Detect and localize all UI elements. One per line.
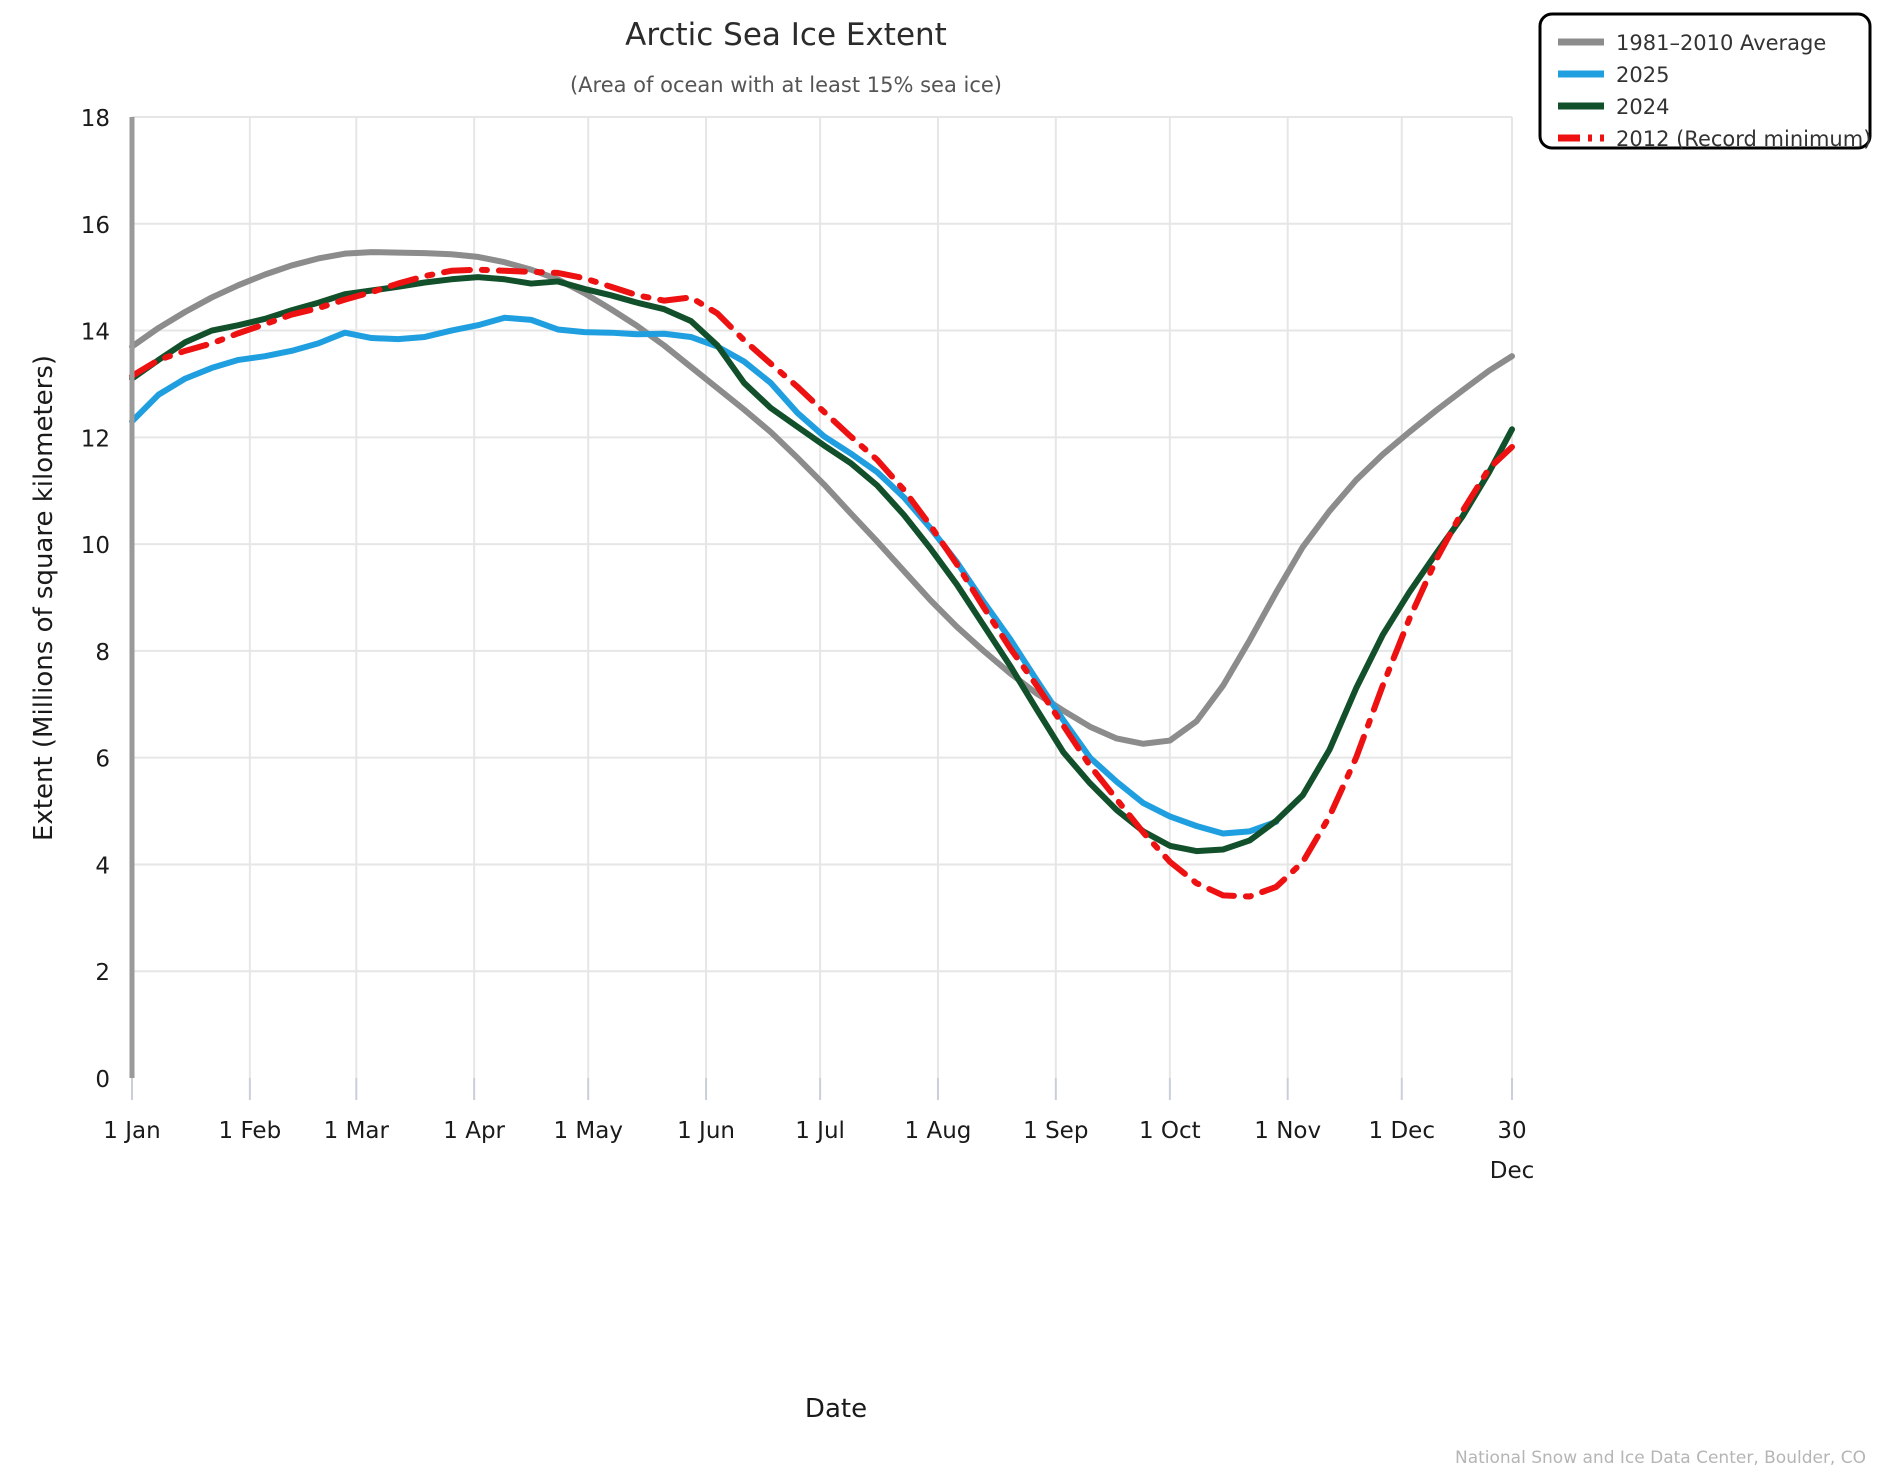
series-line: [129, 314, 1280, 837]
x-axis-tick-labels: 1 Jan 1 Feb 1 Mar 1 Apr 1 May 1 Jun 1 Jul 1 Aug…: [103, 1118, 1534, 1184]
x-tick-label: 1 Apr: [443, 1118, 505, 1144]
y-tick-label: 16: [81, 213, 110, 239]
chart-legend[interactable]: 1981–2010 Average 2025 2024 2012 (Record mi…: [1538, 12, 1872, 151]
y-tick-label: 2: [95, 960, 110, 986]
y-axis-tick-labels: 0 2 4 6 8 10 12 14 16 18: [81, 106, 110, 1093]
legend-label: 2025: [1616, 63, 1669, 87]
legend-items: 1981–2010 Average 2025 2024 2012 (Record mi…: [1558, 31, 1871, 151]
y-tick-label: 4: [95, 853, 110, 879]
x-axis-label: Date: [805, 1394, 867, 1424]
legend-label: 2012 (Record minimum): [1616, 127, 1871, 151]
legend-label: 1981–2010 Average: [1616, 31, 1826, 55]
x-tick-label: 1 Jul: [795, 1118, 845, 1144]
y-tick-label: 12: [81, 426, 110, 452]
series-line: [129, 249, 1515, 747]
x-tick-label: 1 Feb: [219, 1118, 282, 1144]
x-tick-label: 1 Nov: [1254, 1118, 1321, 1144]
y-axis-label: Extent (Millions of square kilometers): [29, 355, 59, 841]
x-tick-label: 1 Jun: [677, 1118, 735, 1144]
chart-subtitle: (Area of ocean with at least 15% sea ice…: [570, 73, 1002, 97]
x-tick-label: 1 Sep: [1023, 1118, 1088, 1144]
y-tick-label: 6: [95, 747, 110, 773]
x-tick-label: 30 Dec: [1490, 1118, 1535, 1184]
y-tick-label: 8: [95, 640, 110, 666]
y-tick-label: 14: [81, 320, 110, 346]
data-source-credit: National Snow and Ice Data Center, Bould…: [1455, 1448, 1866, 1468]
data-series: [129, 249, 1515, 900]
x-tick-label: 1 Oct: [1139, 1118, 1201, 1144]
series-line: [129, 266, 1515, 900]
x-tick-label: 1 Jan: [103, 1118, 160, 1144]
y-tick-label: 0: [95, 1067, 110, 1093]
legend-label: 2024: [1616, 95, 1669, 119]
legend-frame: [1538, 12, 1872, 150]
x-tick-label: 1 Mar: [324, 1118, 390, 1144]
x-tick-label: 1 Aug: [905, 1118, 972, 1144]
y-tick-label: 18: [81, 106, 110, 132]
y-tick-label: 10: [81, 533, 110, 559]
chart-title: Arctic Sea Ice Extent: [625, 17, 947, 53]
tickmarks: [131, 1078, 1513, 1100]
x-tick-label: 1 May: [553, 1118, 623, 1144]
x-tick-label: 1 Dec: [1369, 1118, 1435, 1144]
